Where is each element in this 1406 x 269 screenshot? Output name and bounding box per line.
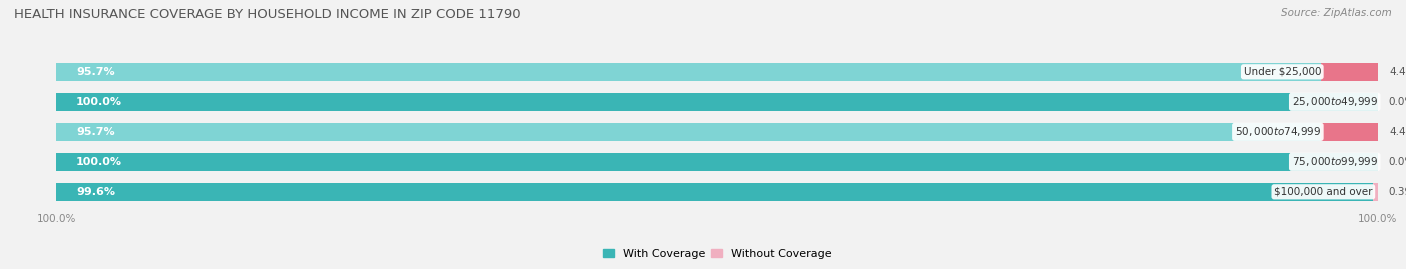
Bar	[56, 123, 1322, 141]
Bar	[56, 123, 1378, 141]
Text: 0.0%: 0.0%	[1389, 97, 1406, 107]
Text: 100.0%: 100.0%	[76, 157, 122, 167]
Text: 100.0%: 100.0%	[76, 97, 122, 107]
Text: Under $25,000: Under $25,000	[1243, 67, 1322, 77]
Text: 0.0%: 0.0%	[1389, 157, 1406, 167]
Legend: With Coverage, Without Coverage: With Coverage, Without Coverage	[599, 245, 835, 264]
Bar	[56, 153, 1378, 171]
Text: 95.7%: 95.7%	[76, 67, 115, 77]
Bar	[56, 63, 1378, 81]
Text: $50,000 to $74,999: $50,000 to $74,999	[1234, 125, 1322, 138]
Text: HEALTH INSURANCE COVERAGE BY HOUSEHOLD INCOME IN ZIP CODE 11790: HEALTH INSURANCE COVERAGE BY HOUSEHOLD I…	[14, 8, 520, 21]
Bar	[1322, 123, 1379, 141]
Text: $75,000 to $99,999: $75,000 to $99,999	[1292, 155, 1378, 168]
Text: $100,000 and over: $100,000 and over	[1274, 187, 1372, 197]
Bar	[56, 183, 1378, 201]
Bar	[1372, 183, 1378, 201]
Bar	[56, 153, 1378, 171]
Text: Source: ZipAtlas.com: Source: ZipAtlas.com	[1281, 8, 1392, 18]
Text: 95.7%: 95.7%	[76, 127, 115, 137]
Bar	[56, 93, 1378, 111]
Text: 0.39%: 0.39%	[1388, 187, 1406, 197]
Text: $25,000 to $49,999: $25,000 to $49,999	[1292, 95, 1378, 108]
Text: 4.4%: 4.4%	[1389, 67, 1406, 77]
Bar	[56, 183, 1372, 201]
Bar	[56, 63, 1322, 81]
Text: 4.4%: 4.4%	[1389, 127, 1406, 137]
Text: 99.6%: 99.6%	[76, 187, 115, 197]
Bar	[56, 93, 1378, 111]
Bar	[1322, 63, 1379, 81]
